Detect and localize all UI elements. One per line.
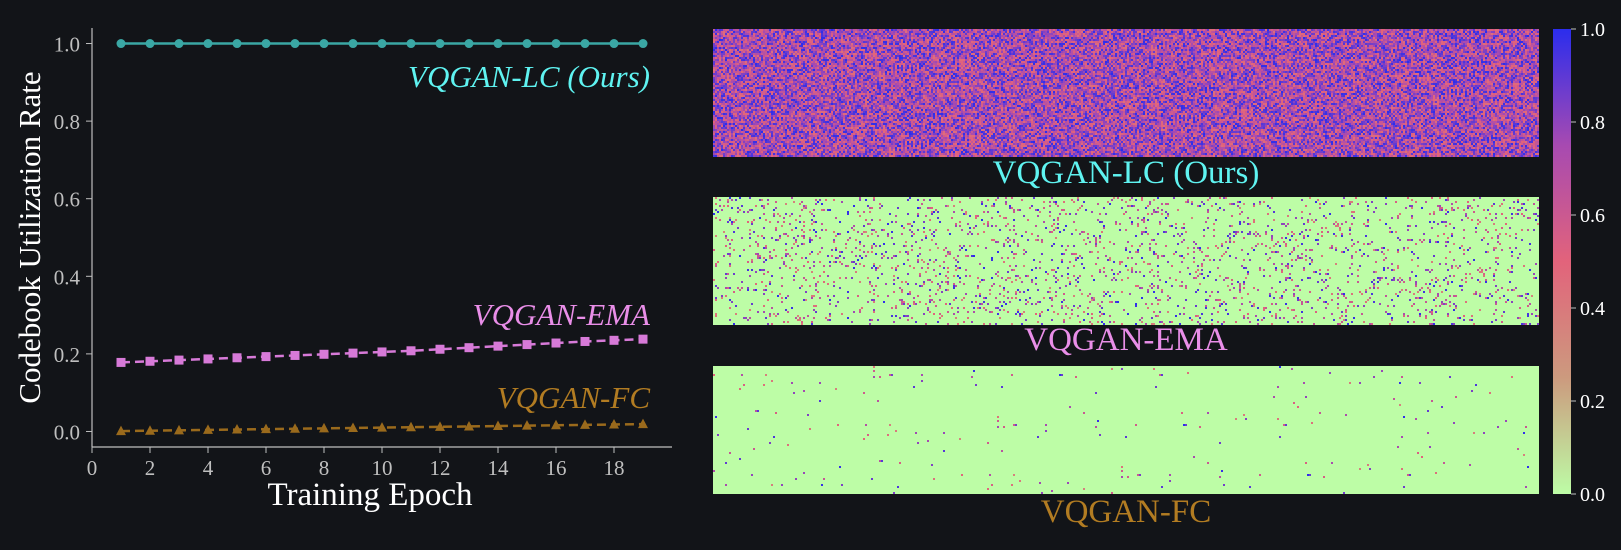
- data-point: [377, 347, 387, 357]
- data-point: [174, 355, 184, 365]
- data-point: [551, 338, 561, 348]
- x-tick-label: 6: [261, 456, 272, 480]
- data-point: [348, 348, 358, 358]
- data-point: [435, 421, 445, 431]
- data-point: [348, 39, 358, 49]
- heatmap-panel: [713, 29, 1539, 157]
- y-axis-label: Codebook Utilization Rate: [12, 71, 47, 403]
- data-point: [638, 39, 648, 49]
- y-tick-label: 0.0: [54, 420, 80, 444]
- heatmap-panel: [713, 366, 1539, 494]
- colorbar-tick-label: 0.6: [1580, 205, 1605, 227]
- data-point: [319, 349, 329, 359]
- heatmap-label-ema: VQGAN-EMA: [1024, 322, 1228, 358]
- data-point: [522, 420, 532, 430]
- colorbar-tick-label: 0.0: [1580, 484, 1605, 506]
- x-tick-label: 14: [488, 456, 510, 480]
- series-label: VQGAN-FC: [497, 380, 651, 415]
- x-tick-label: 10: [372, 456, 393, 480]
- data-point: [232, 39, 242, 49]
- data-point: [464, 39, 474, 49]
- data-point: [580, 419, 590, 429]
- data-point: [319, 422, 329, 433]
- data-point: [116, 357, 126, 367]
- data-point: [290, 350, 300, 360]
- data-point: [203, 354, 213, 364]
- x-tick-label: 4: [203, 456, 214, 480]
- colorbar: 0.0 0.2 0.4 0.6 0.8 1.0: [1553, 19, 1605, 506]
- x-tick-label: 2: [145, 456, 156, 480]
- data-point: [464, 420, 474, 431]
- data-point: [522, 340, 532, 350]
- data-point: [377, 39, 387, 49]
- x-tick-label: 0: [87, 456, 98, 480]
- data-point: [377, 422, 387, 432]
- data-point: [232, 353, 242, 363]
- x-tick-label: 18: [604, 456, 625, 480]
- y-tick-label: 0.8: [54, 110, 80, 134]
- y-tick-label: 0.6: [54, 188, 80, 212]
- utilization-line-chart: 0.0 0.2 0.4 0.6 0.8 1.0 0 2 4 6 8 10 12 14 16 18 Trainin…: [12, 28, 672, 513]
- data-point: [348, 422, 358, 432]
- data-point: [638, 418, 648, 429]
- data-point: [435, 39, 445, 49]
- data-point: [493, 420, 503, 431]
- data-point: [261, 352, 271, 362]
- data-point: [145, 425, 155, 435]
- data-point: [290, 423, 300, 433]
- data-point: [406, 421, 416, 432]
- y-tick-label: 0.2: [54, 343, 80, 367]
- colorbar-tick-label: 1.0: [1580, 19, 1605, 41]
- data-point: [203, 424, 213, 434]
- data-point: [261, 39, 271, 49]
- x-axis-label: Training Epoch: [267, 477, 473, 513]
- heatmap-label-fc: VQGAN-FC: [1040, 494, 1212, 530]
- data-point: [145, 356, 155, 366]
- series-label: VQGAN-EMA: [473, 297, 651, 332]
- data-point: [203, 39, 213, 49]
- data-point: [638, 334, 648, 344]
- heatmap-panel: [713, 197, 1539, 325]
- x-tick-label: 16: [546, 456, 567, 480]
- series-label: VQGAN-LC (Ours): [408, 59, 650, 94]
- data-point: [609, 39, 619, 49]
- data-point: [261, 423, 271, 434]
- colorbar-tick-label: 0.4: [1580, 298, 1605, 320]
- data-point: [551, 419, 561, 430]
- colorbar-tick-label: 0.8: [1580, 112, 1605, 134]
- y-tick-label: 1.0: [54, 33, 80, 57]
- x-tick-label: 12: [430, 456, 451, 480]
- data-point: [522, 39, 532, 49]
- codebook-heatmaps: [713, 29, 1539, 494]
- data-point: [116, 39, 126, 49]
- data-point: [580, 39, 590, 49]
- data-point: [145, 39, 155, 49]
- heatmap-label-lc: VQGAN-LC (Ours): [992, 155, 1260, 191]
- data-point: [319, 39, 329, 49]
- data-point: [609, 335, 619, 345]
- data-point: [174, 39, 184, 49]
- data-point: [493, 341, 503, 351]
- data-point: [290, 39, 300, 49]
- data-point: [551, 39, 561, 49]
- data-point: [174, 424, 184, 435]
- data-point: [435, 344, 445, 354]
- data-point: [609, 418, 619, 429]
- data-point: [464, 343, 474, 353]
- data-point: [406, 346, 416, 356]
- data-point: [406, 39, 416, 49]
- data-point: [493, 39, 503, 49]
- data-point: [232, 424, 242, 434]
- x-tick-label: 8: [319, 456, 330, 480]
- data-point: [580, 336, 590, 346]
- colorbar-tick-label: 0.2: [1580, 391, 1605, 413]
- colorbar-gradient: [1553, 29, 1571, 494]
- data-point: [116, 425, 126, 436]
- y-tick-label: 0.4: [54, 265, 81, 289]
